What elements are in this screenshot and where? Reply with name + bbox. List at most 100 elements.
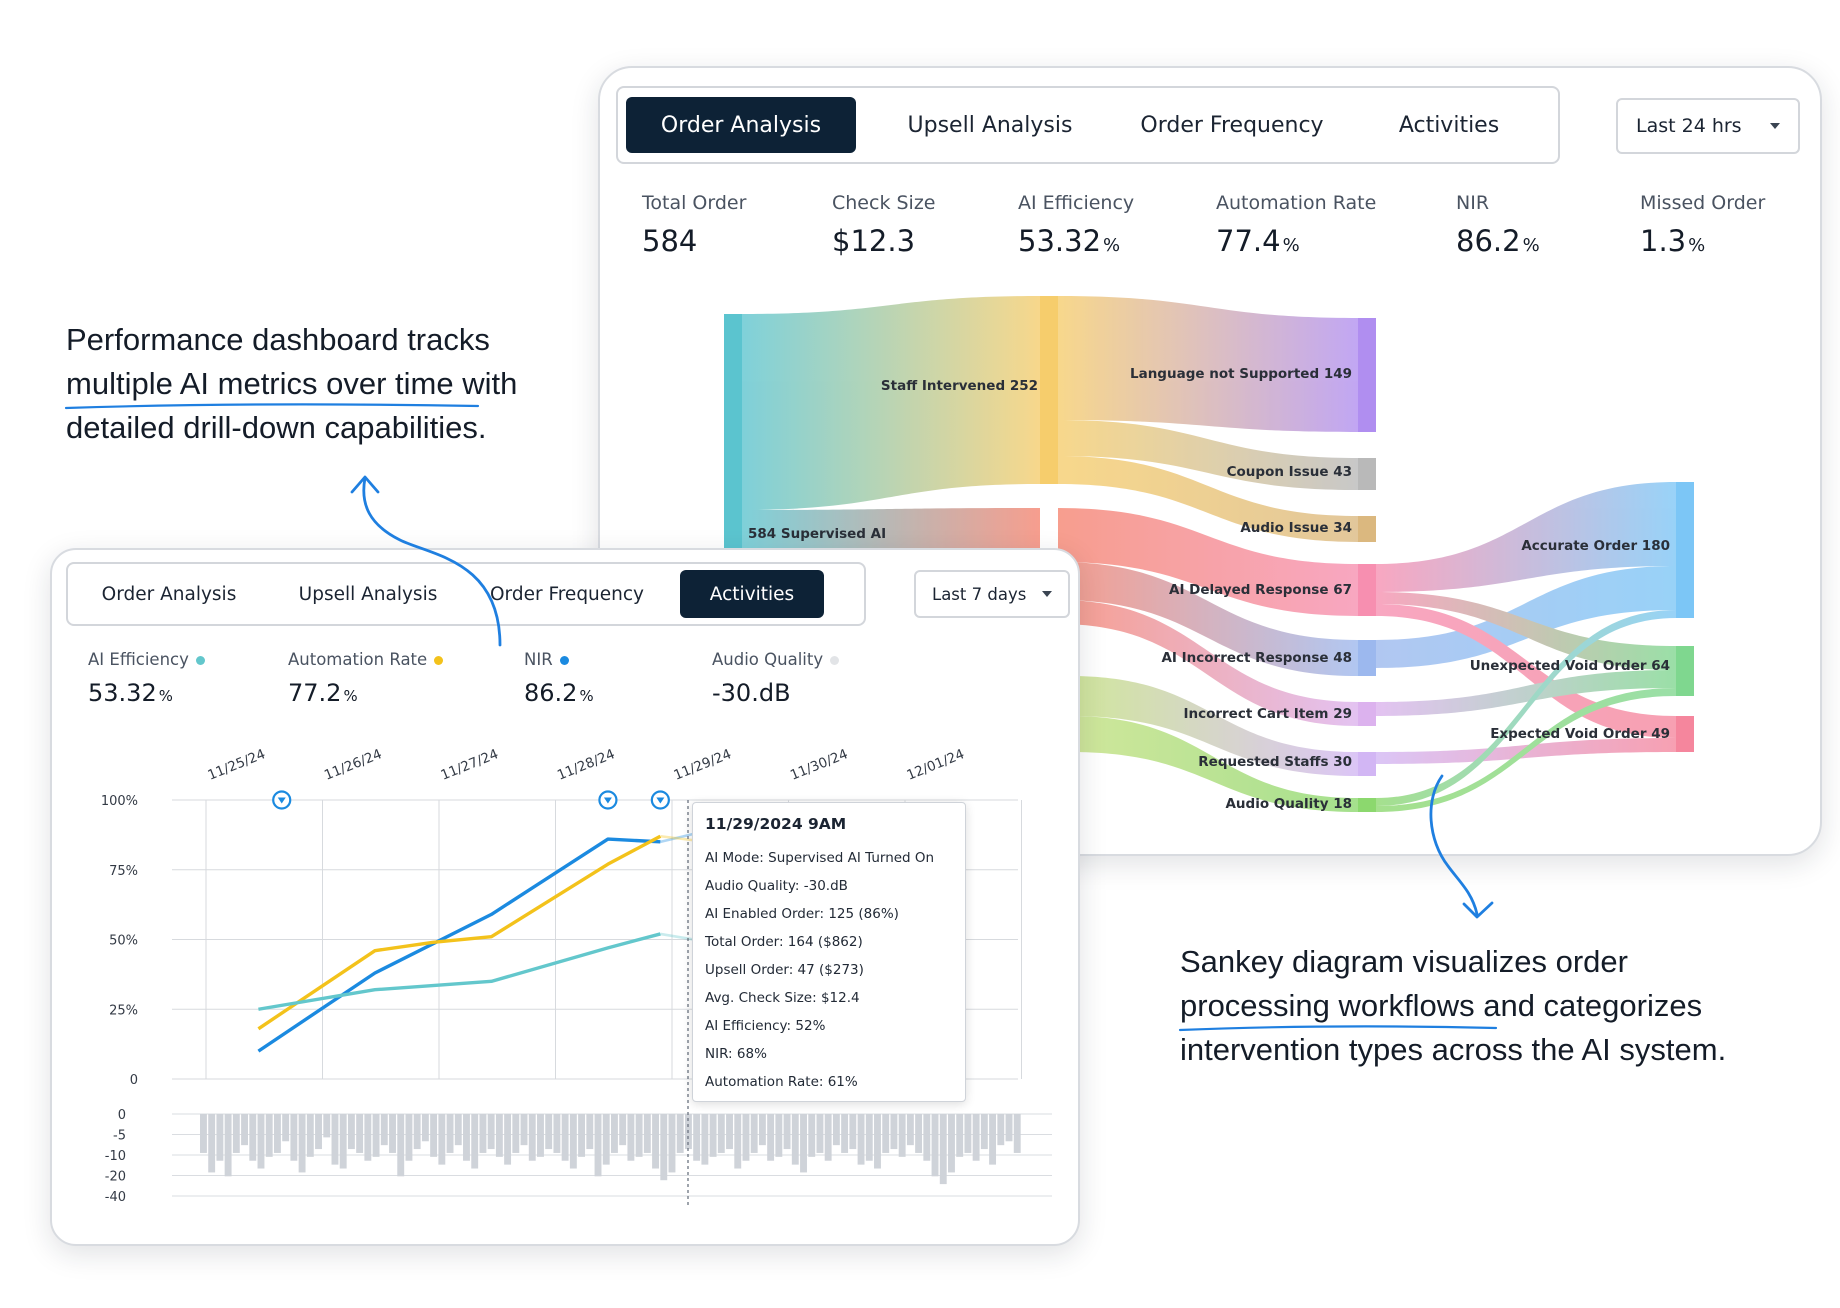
tooltip-row: AI Efficiency: 52%: [705, 1018, 826, 1034]
sankey-label-incorrect: AI Incorrect Response 48: [1161, 650, 1352, 666]
audio-bar: [808, 1114, 816, 1157]
audio-bar: [561, 1114, 569, 1161]
sankey-node-incorrect: [1358, 640, 1376, 676]
audio-bar: [841, 1114, 849, 1153]
audio-bar: [208, 1114, 216, 1173]
tab-upsell-analysis[interactable]: Upsell Analysis: [907, 112, 1073, 138]
metric-nir: NIR 86.2%: [1456, 192, 1540, 258]
metric-ai-efficiency: AI Efficiency 53.32%: [1018, 192, 1134, 258]
time-range-dropdown[interactable]: Last 24 hrs: [1616, 98, 1800, 154]
sankey-label-delayed: AI Delayed Response 67: [1169, 582, 1352, 598]
sankey-link: [1070, 676, 1358, 776]
audio-bar: [750, 1114, 758, 1153]
caption-line: processing workflows and categorizes: [1180, 988, 1703, 1024]
sankey-node-expected: [1676, 716, 1694, 752]
tab-order-frequency[interactable]: Order Frequency: [489, 583, 645, 605]
series-line-nir: [257, 837, 661, 1053]
metric-missed-order: Missed Order 1.3%: [1640, 192, 1765, 258]
audio-bar: [668, 1114, 676, 1173]
x-tick-label: 11/30/24: [788, 746, 850, 784]
audio-bar: [726, 1114, 733, 1150]
tab-order-analysis[interactable]: Order Analysis: [626, 97, 856, 153]
sankey-label-staffs: Requested Staffs 30: [1198, 754, 1352, 770]
audio-bar: [709, 1114, 717, 1157]
audio-bar: [800, 1114, 807, 1173]
sankey-label-unexpected: Unexpected Void Order 64: [1470, 658, 1670, 674]
audio-bar: [627, 1114, 635, 1161]
tab-activities[interactable]: Activities: [1398, 112, 1500, 138]
audio-bar: [734, 1114, 742, 1169]
audio-bar: [602, 1114, 610, 1165]
metric-label: NIR: [1456, 192, 1490, 214]
chevron-down-icon: [1042, 591, 1052, 597]
caption-line: Performance dashboard tracks: [66, 322, 490, 357]
audio-bar: [364, 1114, 372, 1161]
sankey-link: [1058, 420, 1358, 490]
audio-bar: [915, 1114, 923, 1153]
metric-label: AI Efficiency: [88, 650, 205, 669]
audio-bar: [956, 1114, 964, 1157]
audio-bar: [972, 1114, 980, 1161]
sankey-node-staff: [1040, 296, 1058, 484]
time-range-label: Last 24 hrs: [1636, 115, 1742, 137]
metric-nir: NIR 86.2%: [524, 650, 594, 707]
sankey-label-staff: Staff Intervened 252: [881, 378, 1038, 394]
audio-bar: [890, 1114, 898, 1150]
tooltip-title: 11/29/2024 9AM: [705, 815, 847, 833]
tab-order-frequency[interactable]: Order Frequency: [1140, 112, 1324, 138]
audio-bar: [331, 1114, 339, 1165]
audio-bar: [537, 1114, 544, 1157]
audio-bar: [783, 1114, 791, 1150]
metric-value: 86.2%: [1456, 224, 1540, 258]
metric-label: Total Order: [642, 192, 747, 214]
audio-bar: [997, 1114, 1005, 1146]
sankey-link: [1070, 716, 1358, 812]
audio-bar: [504, 1114, 512, 1165]
audio-bar: [512, 1114, 520, 1153]
audio-bar: [454, 1114, 462, 1146]
sankey-link: [1376, 688, 1676, 812]
audio-bar: [1013, 1114, 1021, 1153]
sankey-node-lang: [1358, 318, 1376, 432]
tab-activities[interactable]: Activities: [680, 570, 824, 618]
audio-bar: [791, 1114, 799, 1165]
metric-audio-quality: Audio Quality -30.dB: [712, 650, 840, 707]
tooltip-row: Avg. Check Size: $12.4: [705, 990, 860, 1006]
audio-bar: [767, 1114, 775, 1161]
tab-order-analysis[interactable]: Order Analysis: [101, 583, 237, 605]
metric-ai-efficiency: AI Efficiency 53.32%: [88, 650, 205, 707]
audio-bar: [282, 1114, 290, 1142]
audio-bar: [241, 1114, 248, 1146]
tooltip-row: AI Enabled Order: 125 (86%): [705, 906, 899, 922]
audio-bar: [380, 1114, 388, 1146]
audio-bar: [471, 1114, 479, 1169]
audio-bar: [660, 1114, 668, 1181]
audio-bar: [832, 1114, 840, 1146]
audio-bar: [824, 1114, 832, 1161]
series-line-efficiency: [258, 932, 661, 1011]
triangle-down-icon: [656, 797, 665, 804]
caption-line: intervention types across the AI system.: [1180, 1032, 1727, 1068]
time-range-dropdown[interactable]: Last 7 days: [914, 570, 1070, 618]
audio-bar: [232, 1114, 240, 1153]
audio-bar: [569, 1114, 577, 1169]
metric-label: Automation Rate: [288, 650, 444, 669]
metric-automation-rate: Automation Rate 77.2%: [288, 650, 444, 707]
y-tick-label: 75%: [109, 864, 138, 879]
audio-bar: [413, 1114, 421, 1150]
audio-bar: [701, 1114, 709, 1165]
tooltip-row: Total Order: 164 ($862): [705, 934, 863, 950]
audio-bar: [643, 1114, 651, 1153]
sankey-node-quality: [1358, 798, 1376, 812]
metric-total-order: Total Order 584: [642, 192, 746, 258]
audio-bar: [405, 1114, 413, 1161]
audio-bar: [315, 1114, 322, 1150]
audio-bar: [339, 1114, 347, 1169]
chevron-down-icon: [1770, 123, 1780, 129]
audio-bar: [717, 1114, 725, 1153]
caption-line: Sankey diagram visualizes order: [1180, 944, 1628, 979]
audio-bar: [216, 1114, 224, 1161]
audio-tick-label: -10: [105, 1149, 126, 1164]
